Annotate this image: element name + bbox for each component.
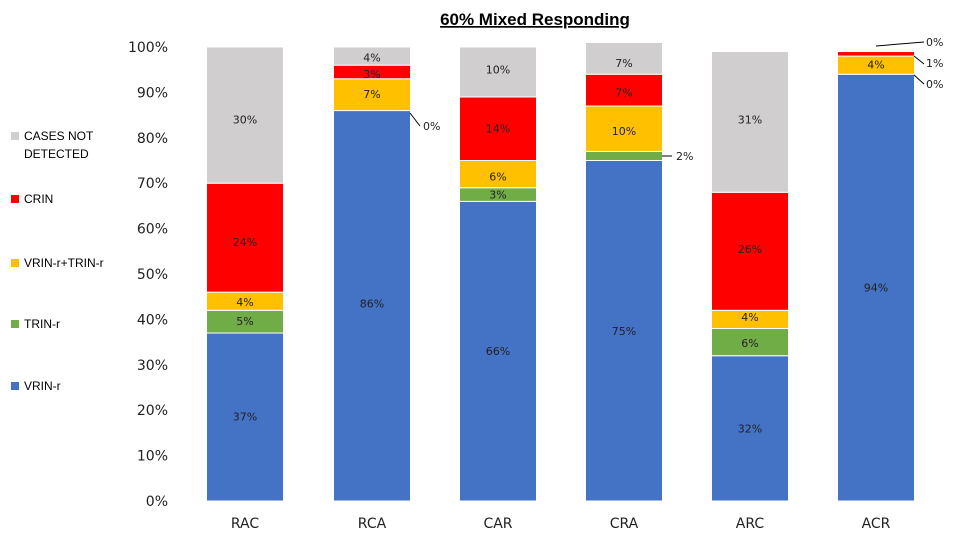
data-label: 86% bbox=[360, 298, 384, 311]
data-label: 7% bbox=[363, 88, 380, 101]
data-label: 14% bbox=[486, 123, 510, 136]
data-label: 3% bbox=[363, 68, 380, 81]
leader-line bbox=[875, 41, 925, 47]
y-tick-label: 0% bbox=[146, 494, 168, 510]
y-tick-label: 100% bbox=[128, 40, 168, 56]
bar-segment bbox=[333, 46, 411, 66]
data-label: 6% bbox=[741, 337, 758, 350]
data-label: 7% bbox=[615, 86, 632, 99]
data-label: 5% bbox=[236, 315, 253, 328]
bar-segment bbox=[711, 191, 789, 311]
bar-segment bbox=[585, 105, 663, 152]
data-label: 4% bbox=[867, 58, 884, 71]
data-label: 7% bbox=[615, 57, 632, 70]
bar-segment bbox=[711, 327, 789, 357]
x-tick-label: CAR bbox=[483, 516, 512, 532]
bar-segment bbox=[459, 96, 537, 162]
legend-label: DETECTED bbox=[24, 147, 89, 161]
legend-swatch bbox=[11, 259, 19, 267]
data-label: 75% bbox=[612, 325, 636, 338]
x-tick-label: CRA bbox=[610, 516, 639, 532]
data-label: 4% bbox=[363, 51, 380, 64]
y-tick-label: 50% bbox=[137, 267, 168, 283]
data-labels: 37% 5% 4% 24% 30% 86% 7% 3% 4% 66% 3% 6% 14% 10% 75% 10… bbox=[233, 36, 944, 435]
bar-segment bbox=[585, 73, 663, 107]
y-tick-label: 10% bbox=[137, 449, 168, 465]
x-tick-label: RCA bbox=[358, 516, 387, 532]
data-label: 2% bbox=[676, 150, 693, 163]
data-label: 10% bbox=[612, 125, 636, 138]
y-axis: 0% 10% 20% 30% 40% 50% 60% 70% 80% 90% 100% bbox=[128, 40, 168, 510]
y-tick-label: 80% bbox=[137, 131, 168, 147]
legend-label: VRIN-r bbox=[24, 379, 61, 393]
data-label: 66% bbox=[486, 345, 510, 358]
bar-segment bbox=[585, 160, 663, 502]
bar-segment bbox=[459, 200, 537, 502]
data-label: 1% bbox=[926, 57, 943, 70]
data-label: 31% bbox=[738, 114, 762, 127]
bar-segment bbox=[711, 355, 789, 502]
leader-line bbox=[913, 74, 925, 85]
x-tick-label: ACR bbox=[862, 516, 891, 532]
data-label: 10% bbox=[486, 64, 510, 77]
legend-swatch bbox=[11, 132, 19, 140]
data-label: 26% bbox=[738, 243, 762, 256]
data-label: 4% bbox=[741, 311, 758, 324]
bar-segment bbox=[333, 78, 411, 112]
y-tick-label: 70% bbox=[137, 176, 168, 192]
bar-segment bbox=[585, 41, 663, 75]
y-tick-label: 30% bbox=[137, 358, 168, 374]
x-axis: RAC RCA CAR CRA ARC ACR bbox=[231, 516, 891, 532]
x-tick-label: RAC bbox=[231, 516, 259, 532]
legend-label: CRIN bbox=[24, 192, 53, 206]
bar-segment bbox=[206, 182, 284, 293]
bar-segment bbox=[837, 73, 915, 502]
chart-title: 60% Mixed Responding bbox=[440, 10, 630, 29]
data-label: 0% bbox=[926, 36, 943, 49]
legend-swatch bbox=[11, 195, 19, 203]
data-label: 37% bbox=[233, 411, 257, 424]
y-tick-label: 20% bbox=[137, 403, 168, 419]
legend-label: TRIN-r bbox=[24, 317, 60, 331]
leader-line bbox=[409, 112, 421, 127]
data-label: 0% bbox=[926, 78, 943, 91]
bar-segment bbox=[585, 150, 663, 161]
y-tick-label: 60% bbox=[137, 222, 168, 238]
data-label: 32% bbox=[738, 422, 762, 435]
bar-segment bbox=[459, 46, 537, 98]
bar-segment bbox=[206, 46, 284, 184]
legend: CASES NOT DETECTED CRIN VRIN-r+TRIN-r TRIN-r… bbox=[11, 129, 104, 393]
data-label: 24% bbox=[233, 236, 257, 249]
leader-line bbox=[913, 55, 925, 65]
data-label: 94% bbox=[864, 282, 888, 295]
legend-label: VRIN-r+TRIN-r bbox=[24, 256, 104, 270]
data-label: 30% bbox=[233, 114, 257, 127]
bar-segment bbox=[206, 332, 284, 502]
bar-segment bbox=[711, 51, 789, 193]
legend-label: CASES NOT bbox=[24, 129, 94, 143]
y-tick-label: 40% bbox=[137, 312, 168, 328]
data-label: 0% bbox=[423, 120, 440, 133]
y-tick-label: 90% bbox=[137, 85, 168, 101]
legend-swatch bbox=[11, 320, 19, 328]
x-tick-label: ARC bbox=[736, 516, 765, 532]
data-label: 4% bbox=[236, 296, 253, 309]
bars bbox=[206, 41, 915, 502]
data-label: 3% bbox=[489, 189, 506, 202]
data-label: 6% bbox=[489, 170, 506, 183]
legend-swatch bbox=[11, 382, 19, 390]
bar-segment bbox=[837, 51, 915, 57]
